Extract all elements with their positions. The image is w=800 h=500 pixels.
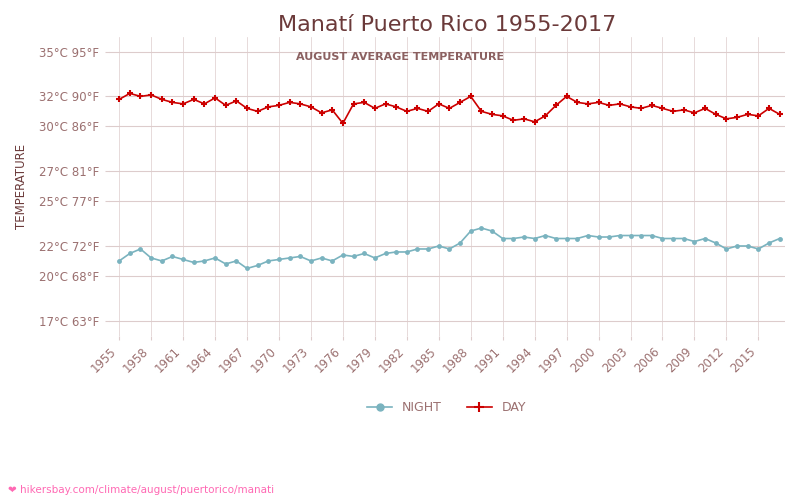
- Title: Manatí Puerto Rico 1955-2017: Manatí Puerto Rico 1955-2017: [278, 15, 616, 35]
- Text: ❤ hikersbay.com/climate/august/puertorico/manati: ❤ hikersbay.com/climate/august/puertoric…: [8, 485, 274, 495]
- Legend: NIGHT, DAY: NIGHT, DAY: [362, 396, 531, 419]
- Text: AUGUST AVERAGE TEMPERATURE: AUGUST AVERAGE TEMPERATURE: [296, 52, 504, 62]
- Y-axis label: TEMPERATURE: TEMPERATURE: [15, 144, 28, 228]
